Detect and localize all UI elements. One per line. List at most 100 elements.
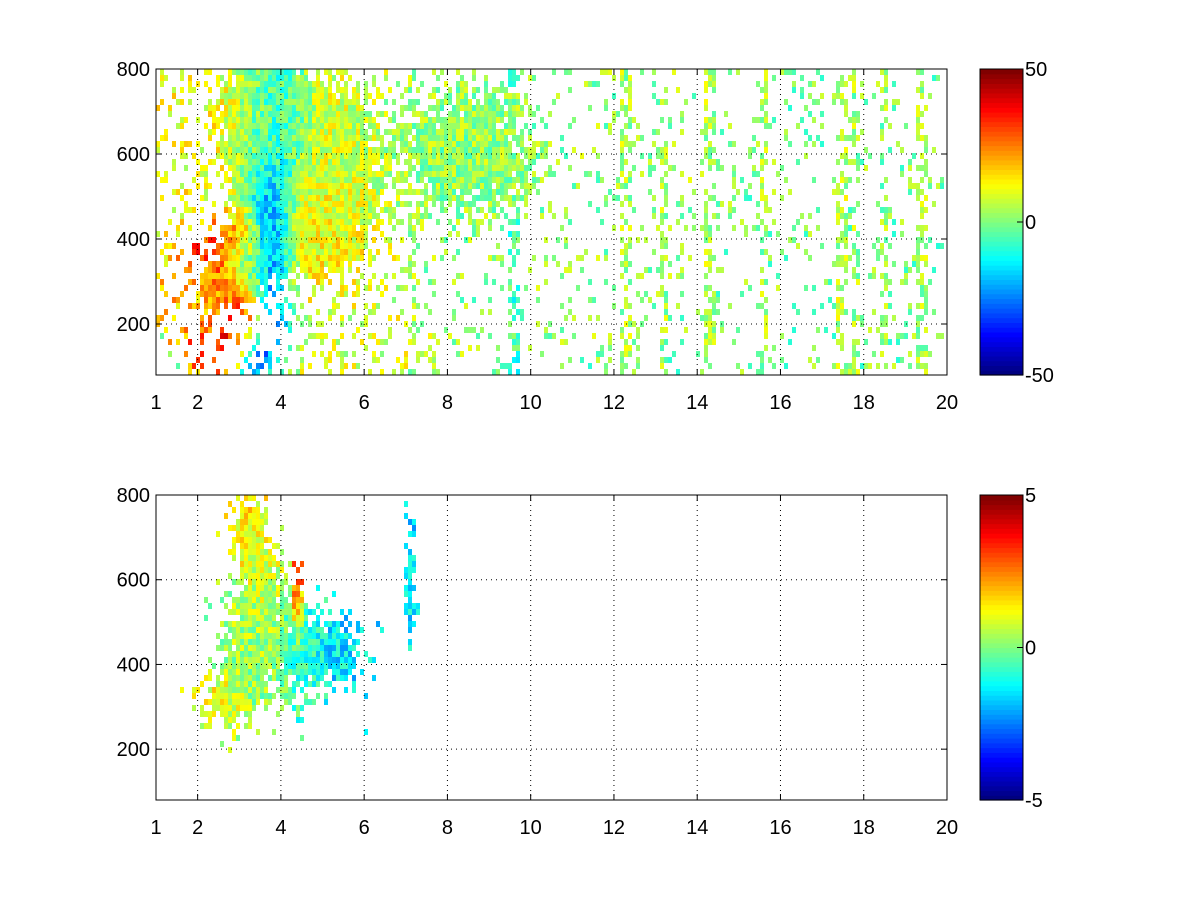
heatmap-cell [384, 285, 388, 291]
heatmap-cell [432, 129, 436, 135]
colorbar-segment [980, 236, 1023, 242]
heatmap-cell [244, 513, 248, 519]
heatmap-cell [836, 159, 840, 165]
heatmap-cell [924, 255, 928, 261]
heatmap-cell [548, 111, 552, 117]
heatmap-cell [268, 585, 272, 591]
heatmap-cell [812, 363, 816, 369]
heatmap-cell [464, 171, 468, 177]
heatmap-cell [692, 189, 696, 195]
heatmap-cell [224, 153, 228, 159]
heatmap-cell [628, 81, 632, 87]
heatmap-cell [908, 177, 912, 183]
heatmap-cell [408, 597, 412, 603]
heatmap-cell [212, 291, 216, 297]
heatmap-cell [348, 651, 352, 657]
heatmap-cell [508, 267, 512, 273]
heatmap-cell [264, 219, 268, 225]
heatmap-cell [284, 633, 288, 639]
heatmap-cell [408, 573, 412, 579]
heatmap-cell [452, 141, 456, 147]
heatmap-cell [884, 99, 888, 105]
heatmap-cell [840, 309, 844, 315]
heatmap-cell [512, 105, 516, 111]
heatmap-cell [280, 273, 284, 279]
heatmap-cell [276, 69, 280, 75]
heatmap-cell [364, 303, 368, 309]
heatmap-cell [628, 75, 632, 81]
heatmap-cell [732, 141, 736, 147]
heatmap-cell [208, 669, 212, 675]
heatmap-cell [252, 507, 256, 513]
heatmap-cell [280, 237, 284, 243]
heatmap-cell [376, 213, 380, 219]
heatmap-cell [296, 285, 300, 291]
heatmap-cell [728, 213, 732, 219]
heatmap-cell [320, 99, 324, 105]
heatmap-cell [604, 105, 608, 111]
heatmap-cell [240, 201, 244, 207]
heatmap-cell [300, 147, 304, 153]
heatmap-cell [304, 603, 308, 609]
heatmap-cell [596, 315, 600, 321]
heatmap-cell [292, 261, 296, 267]
heatmap-cell [292, 669, 296, 675]
heatmap-cell [392, 273, 396, 279]
heatmap-cell [344, 219, 348, 225]
heatmap-cell [284, 69, 288, 75]
heatmap-cell [248, 285, 252, 291]
heatmap-cell [216, 531, 220, 537]
heatmap-cell [324, 189, 328, 195]
heatmap-cell [684, 99, 688, 105]
heatmap-cell [240, 603, 244, 609]
heatmap-cell [748, 183, 752, 189]
heatmap-cell [252, 585, 256, 591]
heatmap-cell [412, 189, 416, 195]
heatmap-cell [812, 141, 816, 147]
heatmap-cell [300, 177, 304, 183]
heatmap-cell [308, 207, 312, 213]
heatmap-cell [916, 327, 920, 333]
heatmap-cell [312, 255, 316, 261]
heatmap-cell [624, 345, 628, 351]
heatmap-cell [440, 165, 444, 171]
heatmap-cell [660, 363, 664, 369]
heatmap-cell [448, 153, 452, 159]
heatmap-cell [200, 147, 204, 153]
heatmap-cell [312, 633, 316, 639]
heatmap-cell [272, 159, 276, 165]
heatmap-cell [344, 153, 348, 159]
colorbar-segment [980, 317, 1023, 324]
heatmap-cell [304, 75, 308, 81]
heatmap-cell [652, 303, 656, 309]
heatmap-cell [224, 675, 228, 681]
colorbar-segment [980, 590, 1023, 596]
heatmap-cell [240, 639, 244, 645]
heatmap-cell [332, 183, 336, 189]
heatmap-cell [376, 159, 380, 165]
heatmap-cell [392, 183, 396, 189]
heatmap-cell [504, 189, 508, 195]
heatmap-cell [300, 117, 304, 123]
heatmap-cell [328, 135, 332, 141]
heatmap-cell [444, 81, 448, 87]
heatmap-cell [568, 267, 572, 273]
heatmap-cell [248, 267, 252, 273]
heatmap-cell [344, 255, 348, 261]
heatmap-cell [284, 93, 288, 99]
heatmap-cell [260, 585, 264, 591]
heatmap-cell [288, 645, 292, 651]
colorbar-segment [980, 140, 1023, 147]
heatmap-cell [172, 87, 176, 93]
heatmap-cell [372, 189, 376, 195]
heatmap-cell [344, 675, 348, 681]
heatmap-cell [276, 675, 280, 681]
heatmap-cell [424, 141, 428, 147]
heatmap-cell [264, 81, 268, 87]
heatmap-cell [444, 153, 448, 159]
heatmap-cell [260, 255, 264, 261]
heatmap-cell [280, 225, 284, 231]
heatmap-cell [248, 279, 252, 285]
heatmap-cell [308, 177, 312, 183]
heatmap-cell [436, 129, 440, 135]
